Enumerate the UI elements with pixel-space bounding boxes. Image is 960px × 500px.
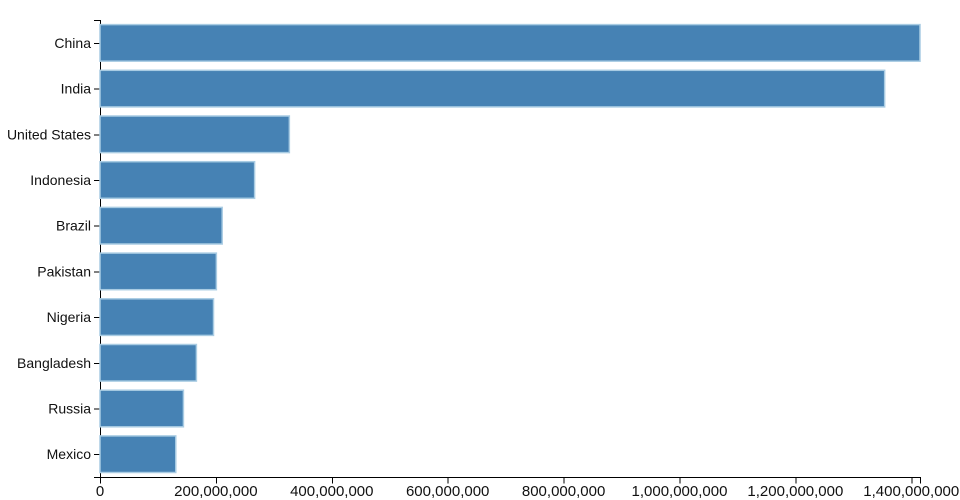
y-tick-label-russia: Russia <box>48 401 91 417</box>
x-tick-label: 1,400,000,000 <box>863 483 959 500</box>
bar-nigeria <box>99 298 215 337</box>
y-tick-label-pakistan: Pakistan <box>37 263 91 279</box>
x-tick-label: 600,000,000 <box>406 483 489 500</box>
x-tick-label: 1,000,000,000 <box>632 483 728 500</box>
x-tick-label: 200,000,000 <box>174 483 257 500</box>
bar-russia <box>99 389 185 428</box>
x-tick-label: 400,000,000 <box>290 483 373 500</box>
y-tick-label-mexico: Mexico <box>47 446 92 462</box>
bar-mexico <box>99 435 177 474</box>
x-tick-label: 1,200,000,000 <box>747 483 843 500</box>
bar-indonesia <box>99 160 256 200</box>
y-axis-line <box>94 20 101 478</box>
bar-india <box>99 69 886 108</box>
x-tick-label: 800,000,000 <box>522 483 605 500</box>
y-tick-label-bangladesh: Bangladesh <box>17 355 91 371</box>
y-tick-label-united-states: United States <box>7 126 91 142</box>
bar-pakistan <box>99 252 218 291</box>
y-tick-label-china: China <box>54 35 91 51</box>
y-tick-label-nigeria: Nigeria <box>47 309 92 325</box>
bar-brazil <box>99 206 223 245</box>
y-tick-label-india: India <box>61 81 92 97</box>
bar-bangladesh <box>99 343 198 382</box>
y-tick-label-brazil: Brazil <box>56 218 91 234</box>
x-tick-label: 0 <box>96 483 104 500</box>
bar-united-states <box>99 115 291 154</box>
y-tick-label-indonesia: Indonesia <box>30 172 91 188</box>
bar-china <box>99 23 921 62</box>
